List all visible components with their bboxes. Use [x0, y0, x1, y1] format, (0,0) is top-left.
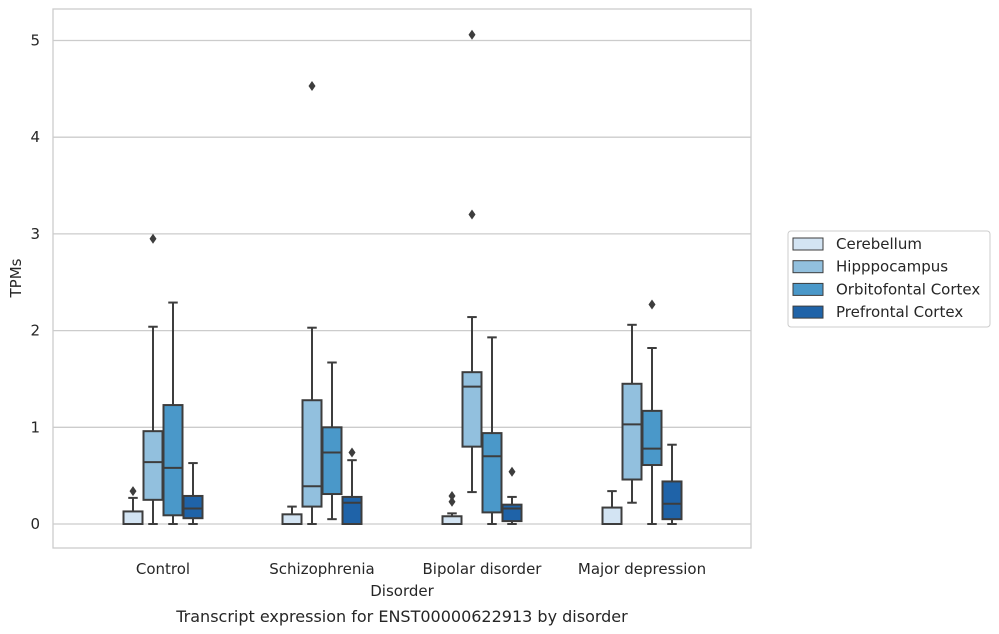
box-body	[481, 432, 503, 514]
x-tick-label: Major depression	[578, 560, 706, 578]
y-tick-label: 2	[30, 322, 40, 340]
box-cerebellum	[122, 486, 144, 525]
box-hipppocampus	[461, 29, 483, 494]
box-body	[621, 382, 643, 481]
box-hipppocampus	[301, 80, 323, 525]
box-body	[142, 430, 164, 501]
outlier-point	[129, 486, 137, 497]
legend-items: Cerebellum Hipppocampus Orbitofontal Corte…	[792, 235, 980, 321]
box-orbitofontal-cortex	[641, 299, 663, 525]
outlier-point	[149, 233, 157, 244]
x-tick-label: Bipolar disorder	[423, 560, 543, 578]
legend-label: Orbitofontal Cortex	[836, 280, 980, 298]
box-body	[441, 515, 463, 525]
box-cerebellum	[601, 490, 623, 526]
box-prefrontal-cortex	[182, 462, 204, 525]
y-axis-title: TPMs	[7, 258, 25, 298]
legend-label: Cerebellum	[836, 235, 922, 253]
box-body	[461, 371, 483, 448]
box-orbitofontal-cortex	[162, 301, 184, 525]
outlier-point	[308, 80, 316, 91]
chart-caption: Transcript expression for ENST0000062291…	[175, 607, 628, 626]
x-tick-labels: Control Schizophrenia Bipolar disorder Majo…	[136, 560, 706, 578]
box-prefrontal-cortex	[661, 443, 683, 525]
y-tick-label: 3	[30, 225, 40, 243]
box-body	[501, 503, 523, 523]
y-tick-label: 5	[30, 32, 40, 50]
outlier-point	[468, 29, 476, 40]
legend-swatch	[792, 237, 824, 251]
outlier-point	[348, 447, 356, 458]
box-hipppocampus	[621, 323, 643, 504]
box-cerebellum	[441, 490, 463, 525]
outlier-point	[508, 466, 516, 477]
box-body	[321, 426, 343, 496]
plot-frame	[52, 8, 752, 549]
x-tick-label: Schizophrenia	[269, 560, 374, 578]
y-tick-label: 0	[30, 515, 40, 533]
legend-swatch	[792, 260, 824, 274]
legend-swatch	[792, 305, 824, 319]
legend-swatch	[792, 282, 824, 296]
box-body	[341, 495, 363, 526]
y-tick-label: 1	[30, 418, 40, 436]
y-tick-label: 4	[30, 128, 40, 146]
outlier-point	[648, 299, 656, 310]
outlier-point	[448, 496, 456, 507]
box-hipppocampus	[142, 233, 164, 525]
boxes-layer	[122, 29, 683, 526]
outlier-point	[468, 209, 476, 220]
box-orbitofontal-cortex	[481, 336, 503, 525]
box-cerebellum	[281, 505, 303, 526]
y-tick-labels: 0 1 2 3 4 5	[30, 32, 40, 534]
legend: Cerebellum Hipppocampus Orbitofontal Corte…	[787, 230, 991, 328]
box-body	[281, 513, 303, 526]
legend-frame	[787, 230, 991, 328]
x-tick-label: Control	[136, 560, 190, 578]
legend-label: Hipppocampus	[836, 258, 948, 276]
box-body	[162, 404, 184, 517]
x-axis-title: Disorder	[370, 582, 434, 600]
legend-label: Prefrontal Cortex	[836, 303, 963, 321]
box-orbitofontal-cortex	[321, 361, 343, 521]
box-prefrontal-cortex	[501, 466, 523, 525]
box-body	[301, 399, 323, 508]
box-body	[661, 480, 683, 521]
box-prefrontal-cortex	[341, 447, 363, 526]
outlier-point	[448, 490, 456, 501]
box-body	[601, 506, 623, 526]
box-body	[641, 409, 663, 467]
box-body	[182, 494, 204, 520]
box-body	[122, 510, 144, 525]
